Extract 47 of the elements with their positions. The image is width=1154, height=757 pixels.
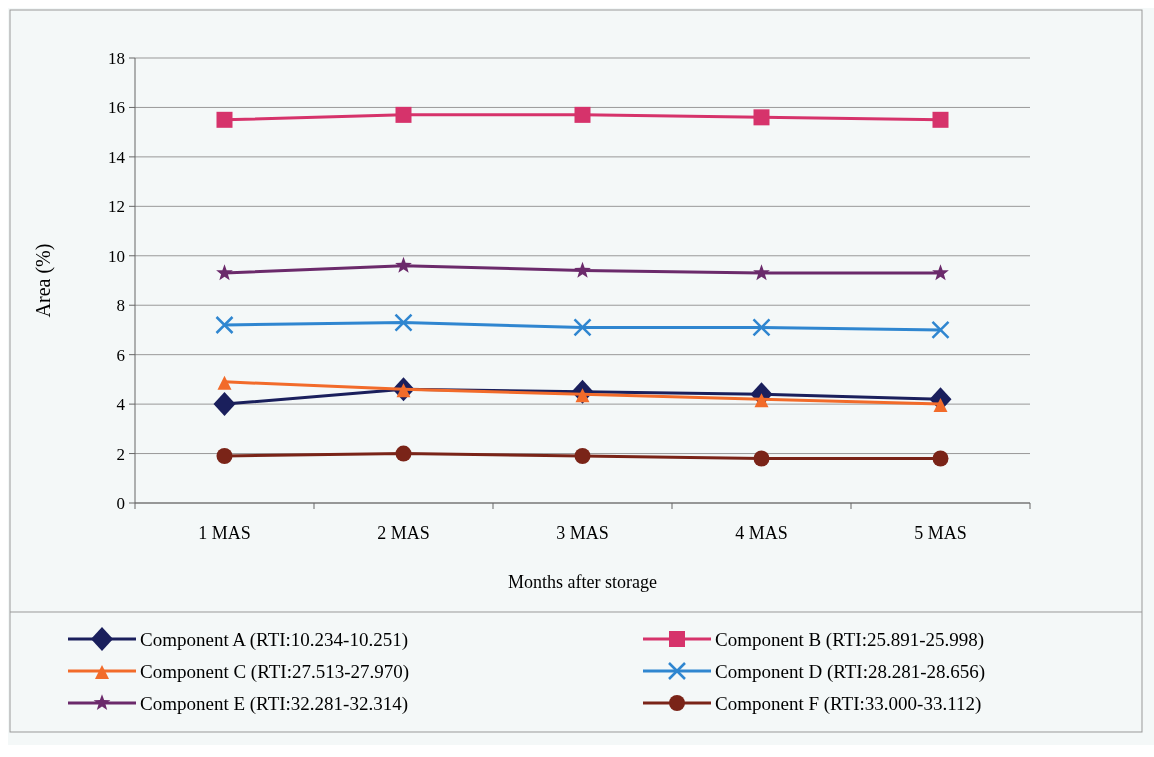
- point: [216, 111, 233, 128]
- point: [217, 375, 232, 390]
- x-axis-title: Months after storage: [508, 572, 657, 592]
- y-tick-label: 2: [116, 444, 125, 464]
- point: [213, 392, 236, 417]
- x-tick-label: 1 MAS: [198, 523, 251, 543]
- point: [753, 109, 770, 126]
- point: [215, 315, 234, 335]
- y-tick-label: 0: [116, 493, 125, 513]
- point: [933, 398, 948, 413]
- point: [753, 264, 770, 281]
- point: [753, 450, 770, 467]
- point: [931, 320, 950, 340]
- point: [574, 106, 591, 123]
- point: [394, 313, 413, 332]
- legend-label: Component D (RTI:28.281-28.656): [715, 660, 986, 683]
- point: [932, 264, 949, 281]
- x-tick-label: 2 MAS: [377, 523, 430, 543]
- point: [574, 448, 591, 465]
- legend-label: Component A (RTI:10.234-10.251): [140, 628, 409, 651]
- point: [932, 111, 949, 128]
- y-tick-label: 6: [116, 345, 125, 365]
- point: [395, 256, 412, 273]
- point: [932, 450, 949, 467]
- legend-label: Component F (RTI:33.000-33.112): [715, 692, 982, 715]
- legend-label: Component E (RTI:32.281-32.314): [140, 692, 408, 715]
- y-axis-title: Area (%): [32, 243, 55, 318]
- point: [573, 318, 592, 337]
- legend-label: Component B (RTI:25.891-25.998): [715, 628, 985, 651]
- y-tick-label: 8: [116, 296, 125, 316]
- y-tick-label: 18: [108, 48, 125, 68]
- point: [752, 318, 771, 337]
- point: [395, 106, 412, 123]
- point: [395, 445, 412, 462]
- point: [216, 264, 233, 281]
- point: [754, 393, 769, 408]
- y-tick-label: 12: [108, 197, 125, 217]
- y-tick-label: 14: [108, 147, 126, 167]
- y-tick-label: 16: [108, 98, 125, 118]
- point: [574, 261, 591, 278]
- point: [216, 448, 233, 465]
- legend-label: Component C (RTI:27.513-27.970): [140, 660, 410, 683]
- x-tick-label: 3 MAS: [556, 523, 609, 543]
- y-tick-label: 10: [108, 246, 125, 266]
- x-tick-label: 5 MAS: [914, 523, 967, 543]
- y-tick-label: 4: [116, 395, 126, 415]
- x-tick-label: 4 MAS: [735, 523, 788, 543]
